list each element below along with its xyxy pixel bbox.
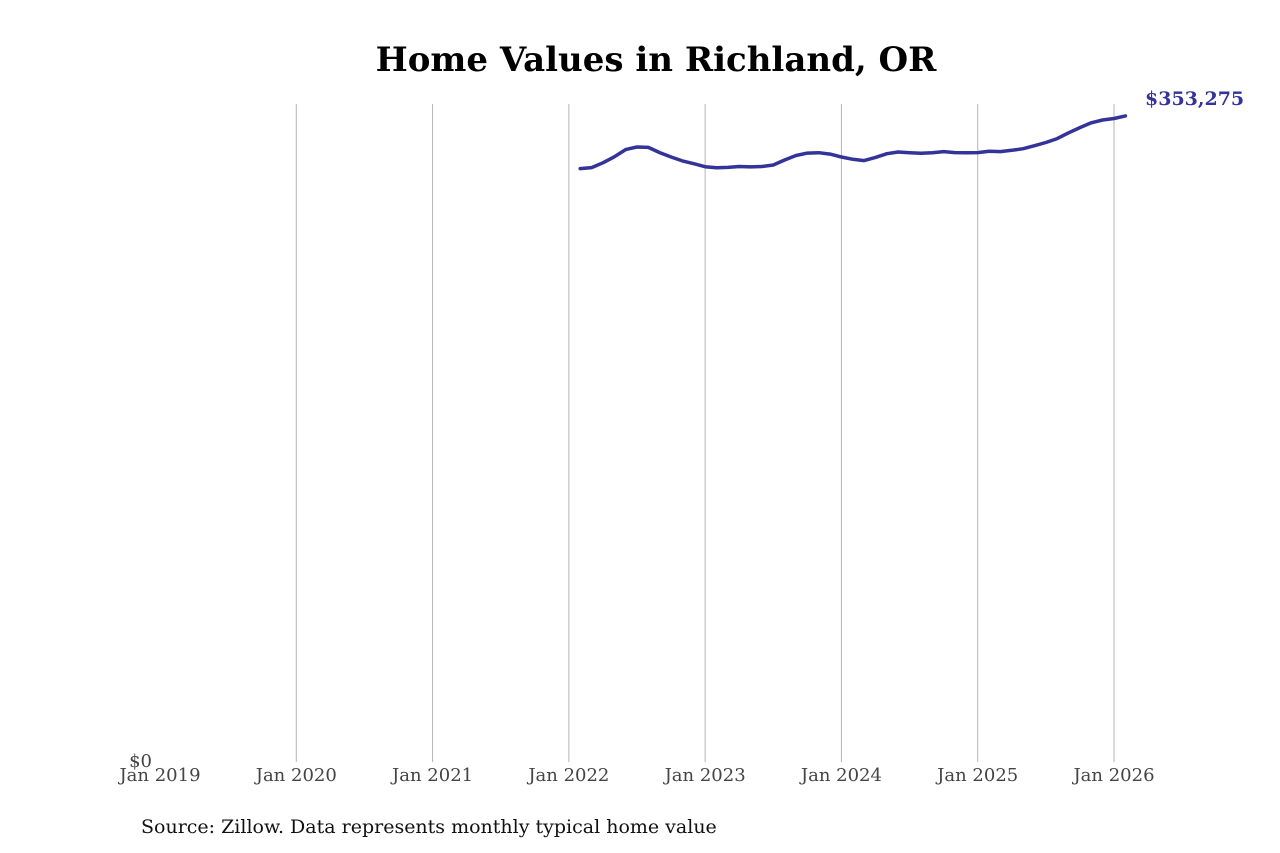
source-note: Source: Zillow. Data represents monthly … bbox=[141, 816, 717, 838]
x-tick-label: Jan 2021 bbox=[390, 765, 473, 786]
series-line-0 bbox=[578, 114, 1128, 171]
x-tick-label: Jan 2024 bbox=[799, 765, 882, 786]
x-tick-label: Jan 2023 bbox=[663, 765, 746, 786]
x-axis-ticks: Jan 2019 Jan 2020 Jan 2021 Jan 2022 Jan 2023… bbox=[117, 765, 1154, 786]
series bbox=[578, 114, 1128, 171]
x-tick-label: Jan 2026 bbox=[1071, 765, 1154, 786]
gridlines bbox=[295, 104, 1115, 762]
y-axis-ticks: $0 bbox=[129, 751, 152, 772]
x-tick-label: Jan 2020 bbox=[254, 765, 337, 786]
end-labels: $353,275 bbox=[1145, 88, 1244, 110]
end-value-label: $353,275 bbox=[1145, 88, 1244, 110]
x-tick-label: Jan 2025 bbox=[935, 765, 1018, 786]
x-tick-label: Jan 2022 bbox=[526, 765, 609, 786]
chart-title: Home Values in Richland, OR bbox=[375, 40, 937, 80]
y-tick-label: $0 bbox=[129, 751, 152, 772]
x-tick-label: Jan 2019 bbox=[117, 765, 200, 786]
